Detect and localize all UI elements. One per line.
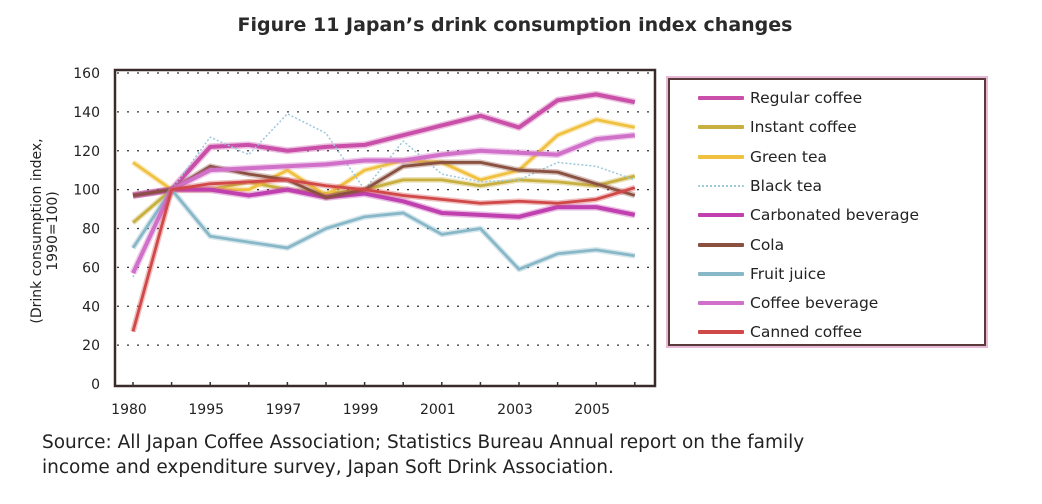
legend-item: Cola [698,231,784,259]
series-line-black-tea [132,113,636,278]
legend-swatch [698,242,744,247]
legend-item: Carbonated beverage [698,201,919,229]
source-line-2: income and expenditure survey, Japan Sof… [42,457,614,478]
y-tick-label: 100 [73,183,100,199]
x-tick-label: 1997 [266,402,302,418]
x-tick-label: 2003 [497,402,533,418]
y-tick-label: 140 [73,105,100,121]
series-line-carbonated-beverage [132,187,636,219]
y-tick-label: 0 [91,377,100,393]
legend-swatch [698,154,744,159]
legend-item: Regular coffee [698,84,862,112]
legend-label: Regular coffee [750,89,863,107]
y-tick-label: 60 [82,260,100,276]
legend-label: Cola [750,235,785,254]
legend-item: Fruit juice [698,260,826,288]
plot-frame [113,68,657,388]
x-ticks: 1980 1995 1997 1999 2001 2003 2005 [111,382,636,418]
legend-swatch [698,330,744,335]
chart-title: Figure 11 Japan’s drink consumption inde… [237,14,793,36]
legend-item: Green tea [698,143,827,171]
series-line-fruit-juice [131,188,636,271]
legend-label: Green tea [750,147,827,166]
source-line-1: Source: All Japan Coffee Association; St… [42,432,805,453]
y-tick-label: 120 [73,144,100,160]
series-line-cola [132,161,636,199]
x-tick-label: 1995 [188,402,224,418]
x-tick-label: 1999 [343,402,379,418]
legend-label: Instant coffee [750,118,857,137]
y-tick-label: 80 [82,222,100,238]
x-tick-label: 1980 [111,402,147,418]
legend: Regular coffee Instant coffee Green tea Bla… [668,78,986,346]
legend-swatch [698,184,744,187]
legend-label: Carbonated beverage [750,206,920,225]
series-line-regular-coffee [132,92,636,198]
legend-swatch [698,271,744,276]
legend-item: Coffee beverage [698,289,878,317]
legend-label: Canned coffee [750,323,863,342]
legend-label: Black tea [750,176,822,195]
x-tick-label: 2005 [574,402,610,418]
y-ticks: 0 20 40 60 80 100 120 140 160 [73,66,100,393]
y-tick-label: 160 [73,66,100,82]
legend-item: Instant coffee [698,113,857,141]
source-note: Source: All Japan Coffee Association; St… [42,430,804,480]
legend-item: Black tea [698,172,822,200]
legend-label: Fruit juice [750,264,826,283]
legend-swatch [698,96,744,100]
series-line-canned-coffee [131,178,636,332]
legend-label: Coffee beverage [750,294,879,313]
legend-swatch [698,213,744,218]
series-lines [129,90,636,333]
y-tick-label: 20 [82,338,100,354]
legend-item: Canned coffee [698,318,862,346]
y-tick-label: 40 [82,299,100,315]
legend-swatch [698,125,744,130]
legend-swatch [698,301,744,306]
x-tick-label: 2001 [420,402,456,418]
series-line-coffee-beverage [131,133,636,275]
